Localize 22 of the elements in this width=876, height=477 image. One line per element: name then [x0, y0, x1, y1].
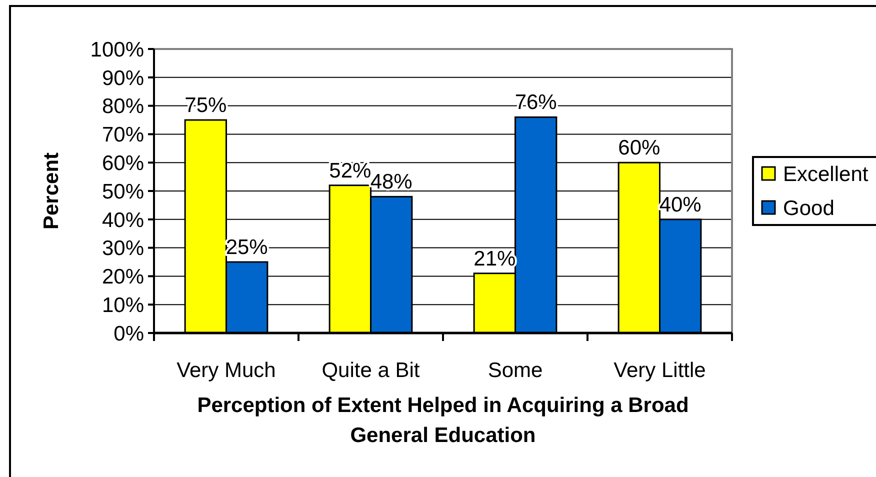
y-tick-label: 90% — [102, 66, 144, 90]
x-axis-title: Perception of Extent Helped in Acquiring a Broad General Education — [197, 394, 689, 447]
y-tick-label: 50% — [102, 180, 144, 204]
x-tick-label: Very Little — [614, 359, 706, 382]
y-tick-label: 80% — [102, 95, 144, 118]
x-tick-label: Quite a Bit — [322, 359, 420, 382]
legend-label: Excellent — [783, 163, 868, 186]
y-tick-label: 60% — [102, 152, 144, 175]
y-tick-label: 0% — [114, 322, 144, 346]
y-tick-label: 30% — [102, 237, 144, 260]
x-tick-label: Very Much — [176, 359, 276, 382]
data-label: 48% — [370, 170, 412, 194]
y-tick-label: 40% — [102, 208, 144, 232]
y-tick-label: 100% — [90, 38, 144, 62]
y-tick-label: 70% — [102, 124, 144, 147]
x-tick-label: Some — [488, 359, 543, 382]
y-axis-title: Percent — [40, 152, 63, 230]
y-tick-label: 20% — [102, 266, 144, 289]
y-tick-label: 10% — [102, 294, 144, 317]
data-label: 52% — [329, 159, 372, 182]
data-label: 60% — [618, 136, 660, 160]
legend-label: Good — [783, 197, 834, 220]
